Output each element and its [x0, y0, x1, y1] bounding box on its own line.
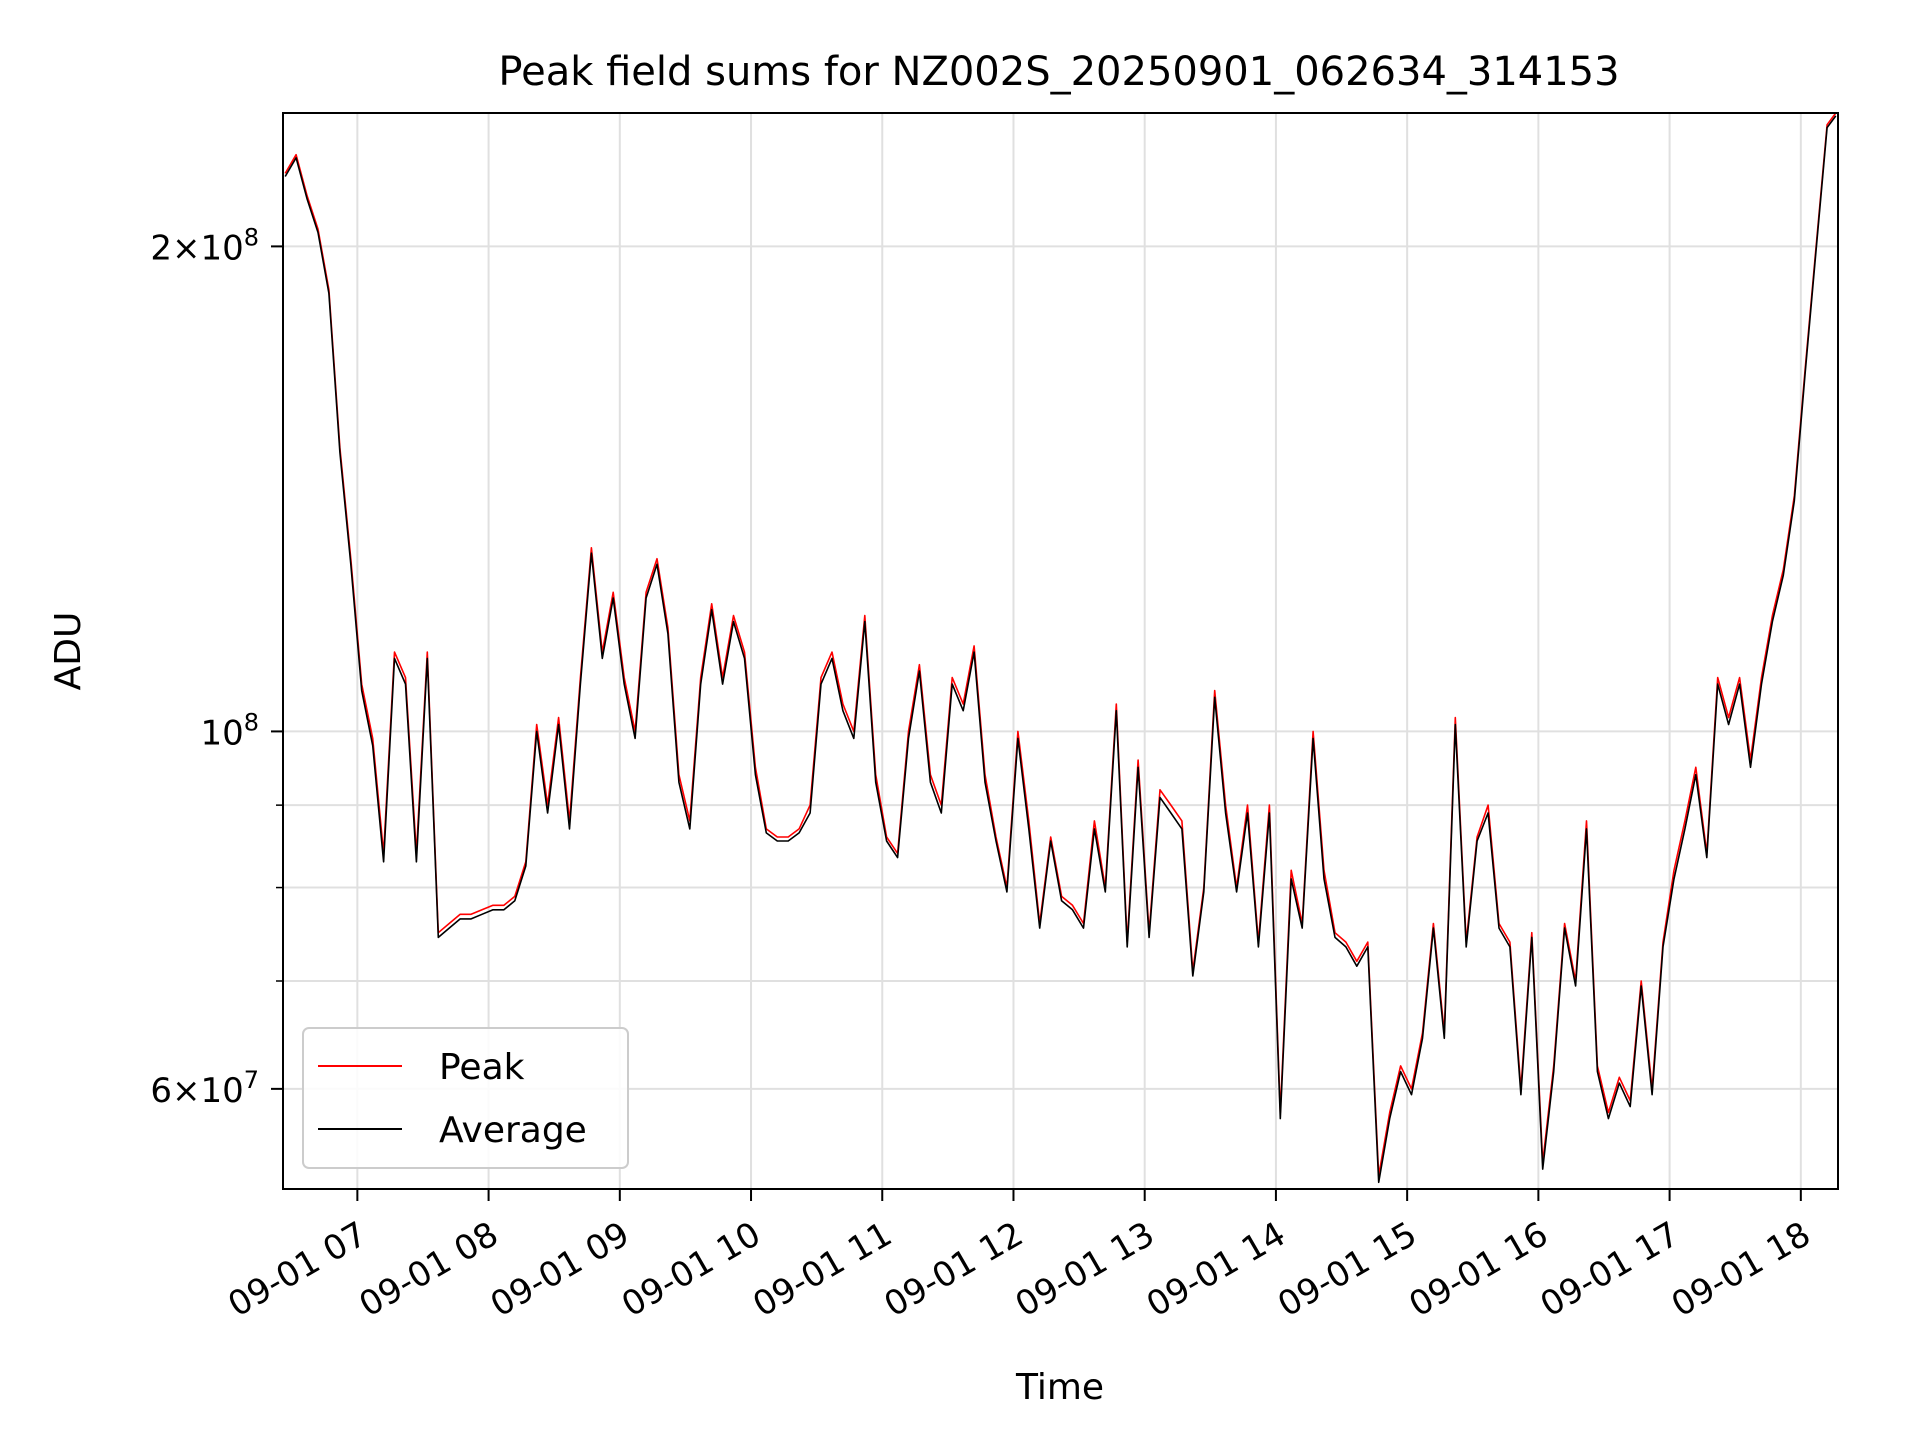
legend-label-average: Average: [439, 1110, 587, 1151]
series-line-average: [284, 115, 1837, 1184]
legend-label-peak: Peak: [439, 1047, 525, 1088]
x-axis-label: Time: [1015, 1367, 1104, 1408]
y-tick-label: 6×107: [150, 1066, 259, 1111]
y-axis: 6×107 108 2×108: [150, 223, 283, 1111]
y-tick-label: 108: [200, 708, 259, 753]
y-tick-label: 2×108: [150, 223, 259, 268]
y-axis-label: ADU: [48, 612, 89, 691]
chart-title: Peak field sums for NZ002S_20250901_0626…: [498, 49, 1619, 95]
legend: Peak Average: [302, 1027, 629, 1169]
series-group: [284, 112, 1837, 1184]
plot-frame: [282, 112, 1839, 1190]
legend-box: [302, 1027, 629, 1169]
